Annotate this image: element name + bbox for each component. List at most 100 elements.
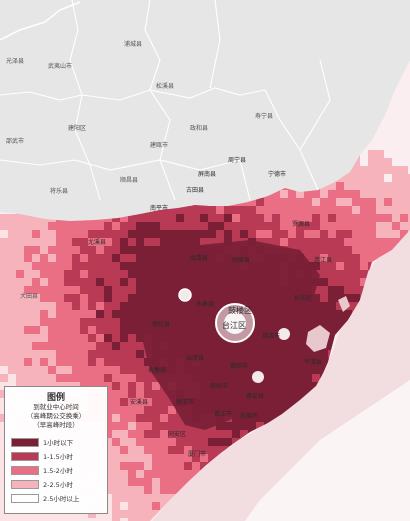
grid-cell [272,398,280,406]
grid-cell [384,206,392,214]
grid-cell [128,406,136,414]
grid-cell [104,318,112,326]
grid-cell [64,294,72,302]
grid-cell [152,422,160,430]
grid-cell [344,174,352,182]
grid-cell [168,238,176,246]
grid-cell [136,342,144,350]
grid-cell [48,310,56,318]
grid-cell [168,454,176,462]
grid-cell [88,230,96,238]
grid-cell [88,238,96,246]
grid-cell [128,398,136,406]
grid-cell [408,206,410,214]
grid-cell [296,214,304,222]
legend-item: 1.5-2小时 [11,464,107,476]
grid-cell [352,294,360,302]
grid-cell [104,430,112,438]
grid-cell [0,270,8,278]
grid-cell [384,230,392,238]
grid-cell [112,446,120,454]
grid-cell [96,246,104,254]
label-pucheng: 浦城县 [124,40,142,48]
label-nanping: 南平市 [150,204,168,212]
grid-cell [264,214,272,222]
grid-cell [208,230,216,238]
grid-cell [352,286,360,294]
grid-cell [136,446,144,454]
grid-cell [328,262,336,270]
grid-cell [360,270,368,278]
grid-cell [128,302,136,310]
grid-cell [96,262,104,270]
grid-cell [304,374,312,382]
grid-cell [168,470,176,478]
grid-cell [392,206,400,214]
grid-cell [320,310,328,318]
grid-cell [328,246,336,254]
grid-cell [16,270,24,278]
grid-cell [248,406,256,414]
grid-cell [168,446,176,454]
sea-outer [245,380,410,521]
grid-cell [120,302,128,310]
grid-cell [32,262,40,270]
label-nanan: 南安市 [176,398,194,406]
label-zhouning: 周宁县 [228,156,246,164]
grid-cell [104,350,112,358]
grid-cell [136,494,144,502]
grid-cell [56,254,64,262]
grid-cell [152,246,160,254]
grid-cell [64,350,72,358]
grid-cell [248,222,256,230]
grid-cell [136,310,144,318]
grid-cell [128,382,136,390]
grid-cell [352,206,360,214]
grid-cell [144,422,152,430]
grid-cell [312,214,320,222]
grid-cell [184,222,192,230]
legend-items: 1小时以下 1-1.5小时 1.5-2小时 2-2.5小时 2.5小时以上 [5,436,107,504]
grid-cell [192,214,200,222]
grid-cell [344,182,352,190]
grid-cell [128,286,136,294]
grid-cell [104,374,112,382]
grid-cell [104,446,112,454]
label-anxi: 安溪县 [130,398,148,406]
label-fuqing: 福清市 [262,332,280,340]
grid-cell [256,230,264,238]
grid-cell [400,190,408,198]
grid-cell [328,278,336,286]
legend-item: 2.5小时以上 [11,492,107,504]
grid-cell [128,350,136,358]
grid-cell [216,214,224,222]
grid-cell [16,238,24,246]
grid-cell [128,262,136,270]
grid-cell [88,342,96,350]
grid-cell [176,206,184,214]
grid-cell [56,342,64,350]
grid-cell [176,446,184,454]
legend-title: 图例 [46,393,65,403]
grid-cell [136,422,144,430]
grid-cell [96,334,104,342]
grid-cell [264,406,272,414]
grid-cell [104,422,112,430]
grid-cell [80,270,88,278]
grid-cell [368,158,376,166]
grid-cell [24,270,32,278]
label-quanzhou: 泉州市 [210,382,228,390]
grid-cell [32,358,40,366]
grid-cell [312,198,320,206]
grid-cell [336,198,344,206]
legend-label: 1-1.5小时 [43,453,73,461]
grid-cell [376,190,384,198]
grid-cell [136,246,144,254]
grid-cell [224,230,232,238]
grid-cell [304,246,312,254]
grid-cell [160,422,168,430]
grid-cell [16,254,24,262]
grid-cell [128,430,136,438]
grid-cell [336,262,344,270]
